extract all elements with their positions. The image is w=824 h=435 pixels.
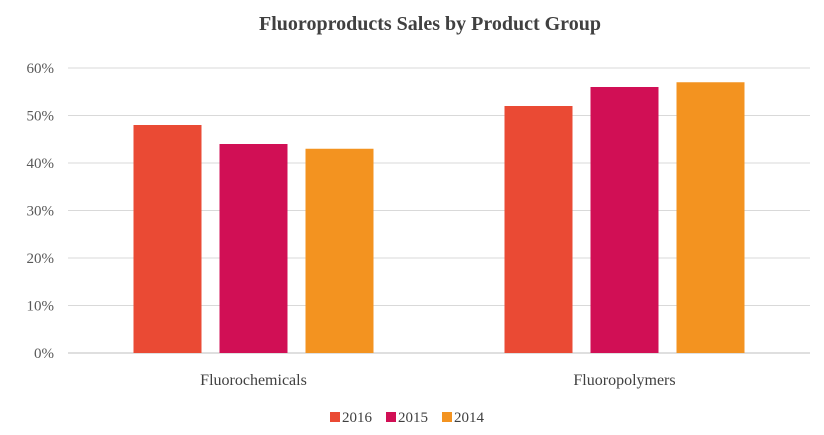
y-tick-label: 30% xyxy=(27,204,55,220)
y-tick-label: 40% xyxy=(27,156,55,172)
legend-swatch-2015 xyxy=(386,412,396,422)
y-tick-label: 20% xyxy=(27,251,55,267)
x-category-label: Fluorochemicals xyxy=(200,372,307,389)
bar-2014-fluorochemicals xyxy=(305,148,374,353)
legend-label-2014: 2014 xyxy=(454,410,485,426)
bar-2016-fluoropolymers xyxy=(504,106,573,353)
bar-2015-fluorochemicals xyxy=(219,144,288,353)
bar-2014-fluoropolymers xyxy=(676,82,745,353)
x-axis: Fluorochemicals Fluoropolymers xyxy=(200,372,675,389)
legend-label-2016: 2016 xyxy=(342,410,373,426)
bar-2015-fluoropolymers xyxy=(590,87,659,353)
bar-2016-fluorochemicals xyxy=(133,125,202,353)
y-tick-label: 10% xyxy=(27,299,55,315)
legend-swatch-2014 xyxy=(442,412,452,422)
y-tick-label: 50% xyxy=(27,109,55,125)
y-axis-ticks: 0% 10% 20% 30% 40% 50% 60% xyxy=(27,61,55,362)
chart-title: Fluoroproducts Sales by Product Group xyxy=(259,13,601,35)
x-category-label: Fluoropolymers xyxy=(573,372,675,389)
y-tick-label: 60% xyxy=(27,61,55,77)
y-tick-label: 0% xyxy=(34,346,54,362)
bars xyxy=(133,82,745,353)
legend-swatch-2016 xyxy=(330,412,340,422)
legend-label-2015: 2015 xyxy=(398,410,428,426)
legend: 2016 2015 2014 xyxy=(330,410,485,426)
